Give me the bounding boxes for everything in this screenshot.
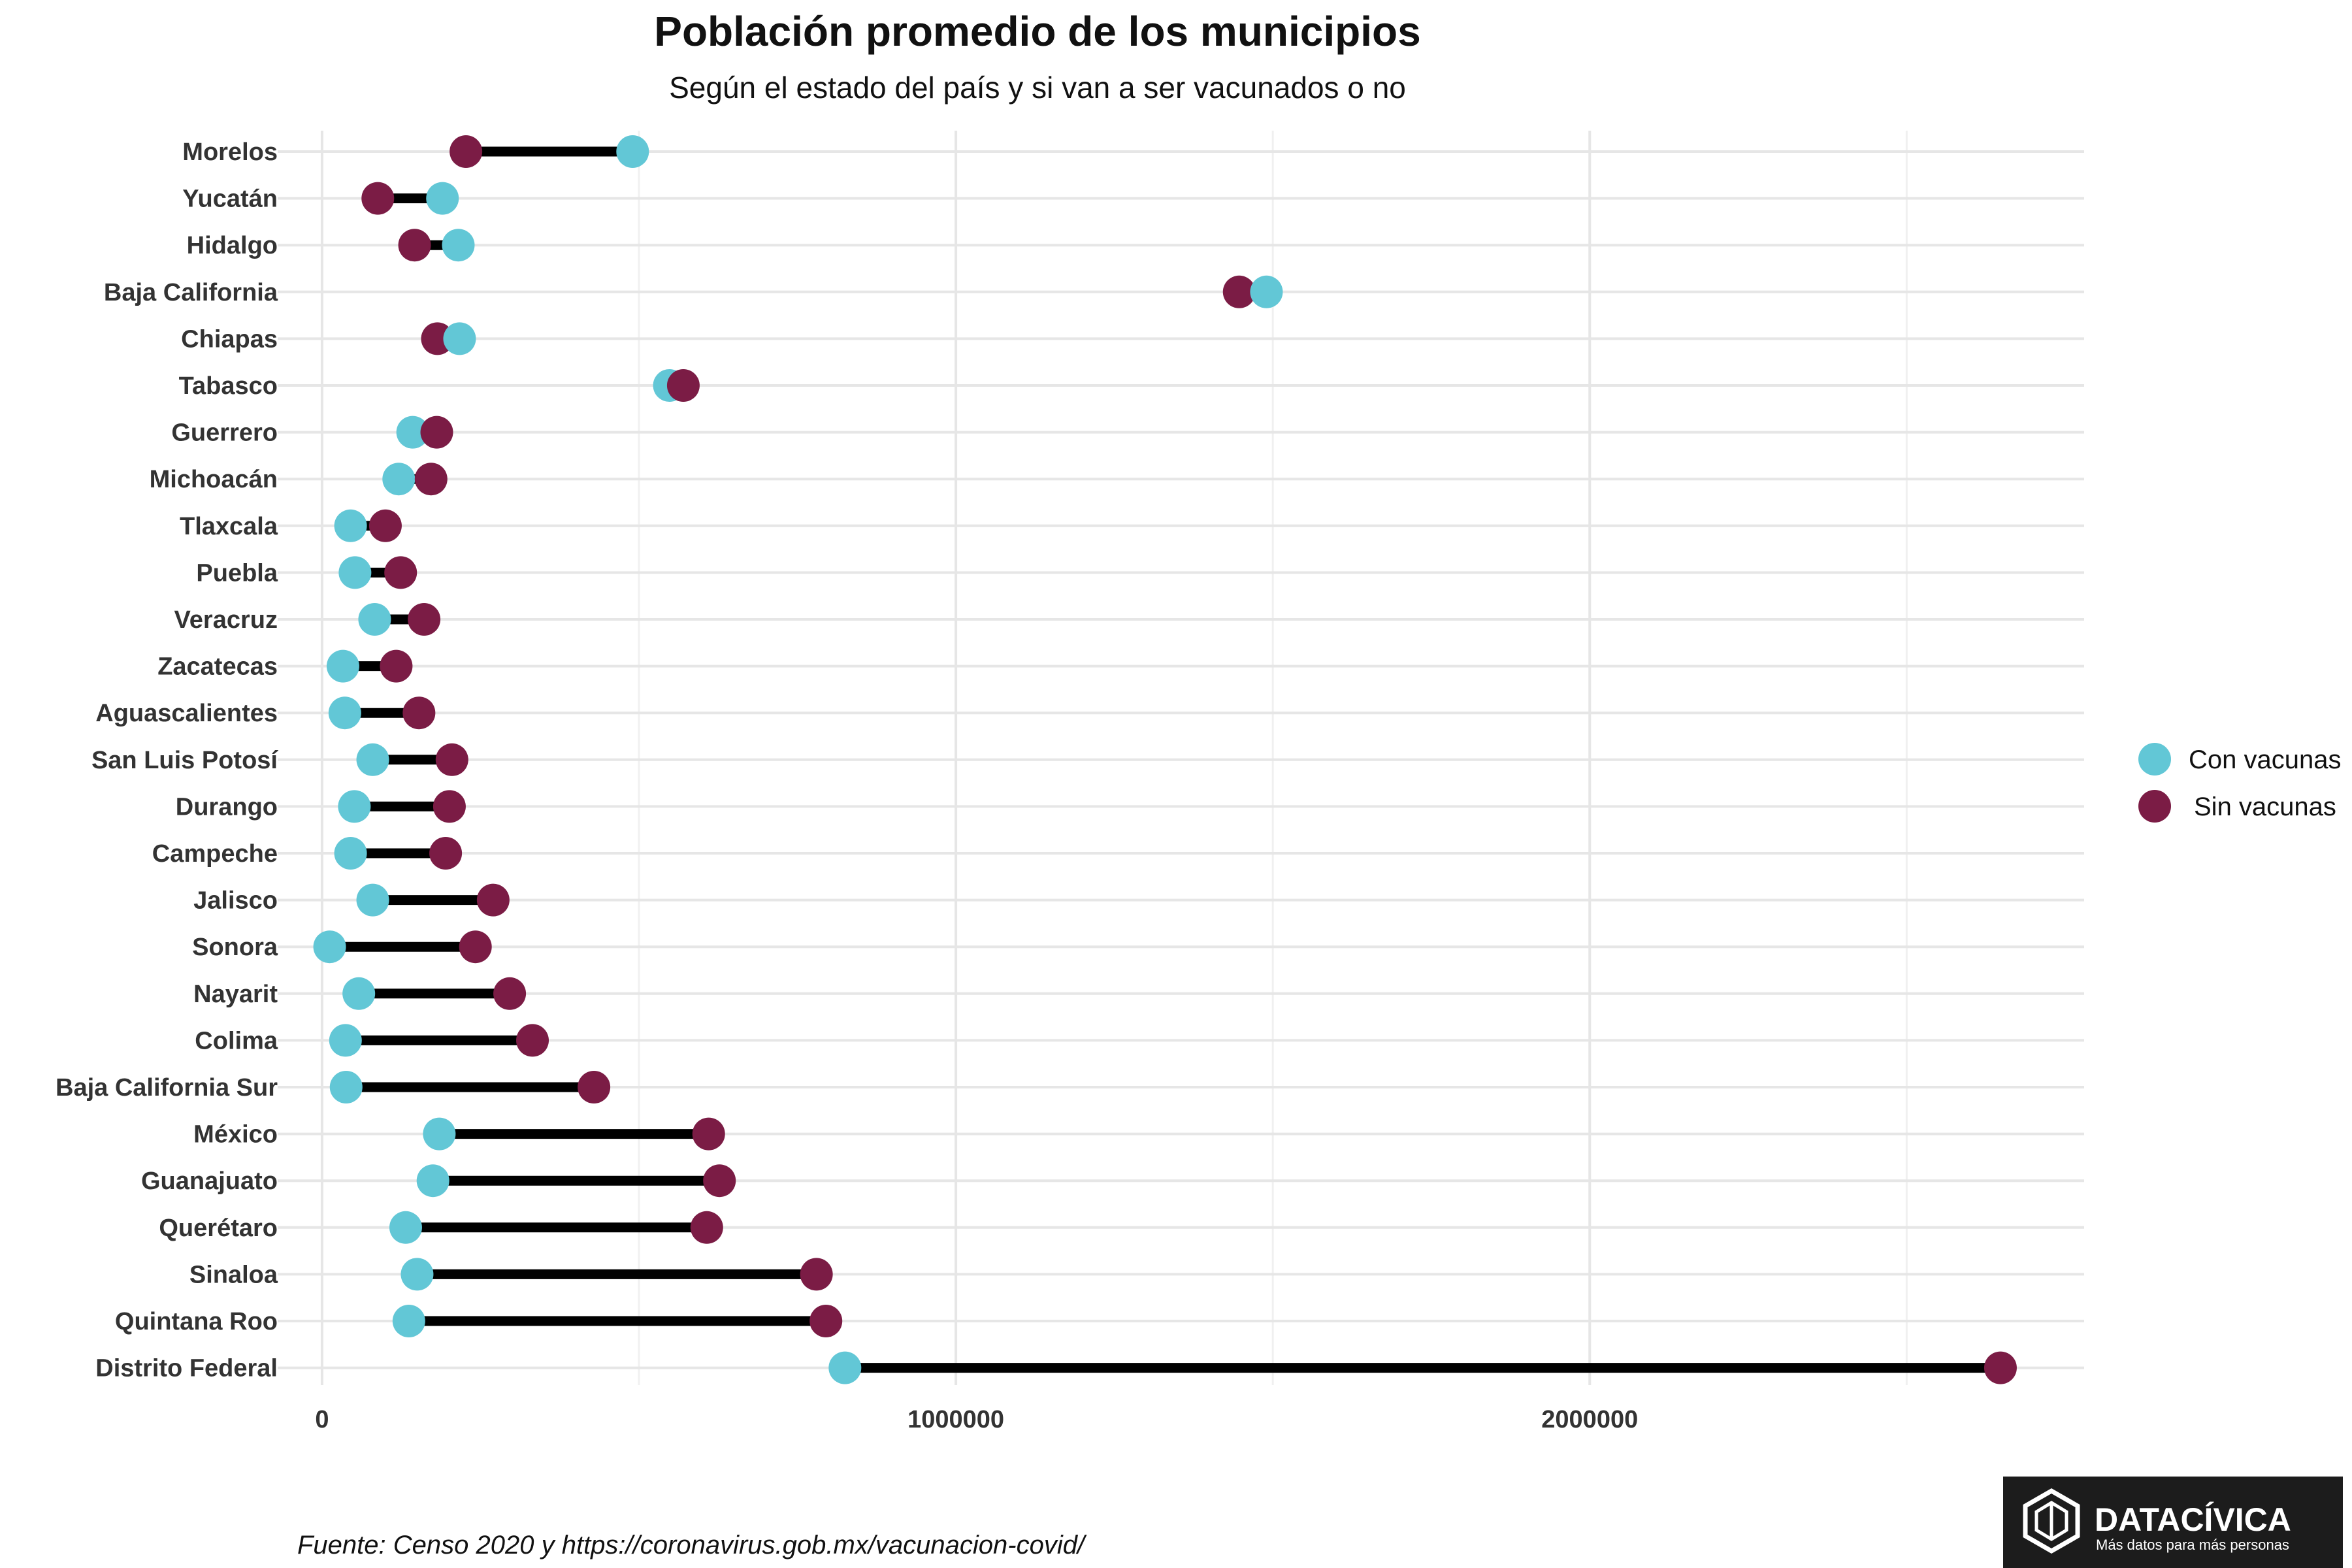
y-label-11: Zacatecas xyxy=(157,653,278,681)
point-con-26 xyxy=(828,1351,862,1384)
grid-lines xyxy=(278,131,2084,1385)
point-con-0 xyxy=(616,135,649,168)
point-sin-5 xyxy=(666,369,700,402)
y-label-22: Guanajuato xyxy=(141,1168,278,1195)
y-label-6: Guerrero xyxy=(171,419,278,447)
point-sin-21 xyxy=(692,1117,725,1151)
y-label-13: San Luis Potosí xyxy=(91,747,278,774)
point-con-8 xyxy=(334,509,367,542)
point-con-13 xyxy=(356,743,389,776)
chart-subtitle: Según el estado del país y si van a ser … xyxy=(669,71,1406,105)
point-sin-20 xyxy=(578,1071,611,1103)
datacivica-logo-name: DATACÍVICA xyxy=(2095,1501,2291,1538)
point-sin-19 xyxy=(516,1024,549,1057)
point-sin-25 xyxy=(809,1305,843,1337)
point-sin-26 xyxy=(1984,1351,2017,1384)
point-sin-14 xyxy=(433,790,466,823)
point-sin-1 xyxy=(361,182,395,215)
point-sin-8 xyxy=(368,509,402,542)
datacivica-logo: DATACÍVICA Más datos para más personas xyxy=(2003,1477,2343,1568)
point-sin-17 xyxy=(459,930,492,964)
y-label-12: Aguascalientes xyxy=(95,700,278,727)
legend: Con vacunas Sin vacunas xyxy=(2138,743,2341,823)
source-note: Fuente: Censo 2020 y https://coronavirus… xyxy=(297,1531,1087,1560)
y-label-26: Distrito Federal xyxy=(95,1355,278,1382)
y-label-5: Tabasco xyxy=(179,372,278,400)
point-con-22 xyxy=(416,1164,449,1198)
y-label-20: Baja California Sur xyxy=(56,1074,278,1102)
y-axis-labels: Morelos Yucatán Hidalgo Baja California Chia… xyxy=(56,139,278,1382)
point-con-12 xyxy=(328,696,361,730)
point-con-4 xyxy=(443,322,476,355)
point-sin-3 xyxy=(1222,275,1256,308)
y-label-25: Quintana Roo xyxy=(115,1308,278,1335)
point-sin-18 xyxy=(493,977,527,1010)
y-label-17: Sonora xyxy=(192,934,278,961)
point-con-16 xyxy=(356,883,389,917)
y-label-23: Querétaro xyxy=(159,1215,278,1242)
point-con-15 xyxy=(334,837,367,870)
point-con-20 xyxy=(329,1071,363,1103)
y-label-9: Puebla xyxy=(196,559,278,587)
x-axis-tick-labels: 0 1000000 2000000 xyxy=(315,1406,1638,1433)
point-sin-24 xyxy=(800,1258,833,1291)
point-con-2 xyxy=(442,229,475,262)
point-sin-7 xyxy=(414,463,448,496)
y-label-1: Yucatán xyxy=(182,186,278,213)
point-con-17 xyxy=(313,930,346,964)
y-label-24: Sinaloa xyxy=(189,1261,278,1288)
point-sin-11 xyxy=(380,649,413,683)
y-label-2: Hidalgo xyxy=(187,232,278,259)
point-sin-23 xyxy=(690,1211,723,1244)
point-sin-6 xyxy=(420,416,453,449)
y-label-19: Colima xyxy=(195,1027,278,1054)
point-con-25 xyxy=(392,1305,425,1337)
x-tick-label-0: 0 xyxy=(315,1406,329,1433)
dumbbell-points xyxy=(313,135,2017,1384)
point-sin-13 xyxy=(435,743,468,776)
point-con-18 xyxy=(342,977,376,1010)
legend-label-sin-vacunas: Sin vacunas xyxy=(2194,792,2336,821)
point-sin-2 xyxy=(398,229,431,262)
y-label-10: Veracruz xyxy=(174,606,278,634)
legend-marker-con-vacunas xyxy=(2138,743,2171,776)
point-con-11 xyxy=(326,649,359,683)
point-sin-10 xyxy=(408,603,441,636)
point-con-23 xyxy=(389,1211,422,1244)
x-tick-label-1: 1000000 xyxy=(907,1406,1004,1433)
point-con-3 xyxy=(1250,275,1283,308)
point-con-9 xyxy=(338,556,372,589)
point-sin-16 xyxy=(476,883,510,917)
y-label-0: Morelos xyxy=(182,139,278,166)
point-con-6 xyxy=(396,416,429,449)
point-con-21 xyxy=(423,1117,456,1151)
point-sin-15 xyxy=(429,837,463,870)
point-con-24 xyxy=(400,1258,434,1291)
legend-marker-sin-vacunas xyxy=(2138,790,2171,823)
legend-label-con-vacunas: Con vacunas xyxy=(2189,745,2341,774)
y-label-18: Nayarit xyxy=(193,981,278,1008)
y-label-3: Baja California xyxy=(104,279,278,306)
chart-title: Población promedio de los municipios xyxy=(654,8,1420,55)
y-label-15: Campeche xyxy=(152,840,278,868)
y-label-16: Jalisco xyxy=(193,887,278,915)
point-con-14 xyxy=(338,790,371,823)
point-con-10 xyxy=(358,603,391,636)
y-label-14: Durango xyxy=(176,793,278,821)
x-tick-label-2: 2000000 xyxy=(1541,1406,1638,1433)
y-label-4: Chiapas xyxy=(181,325,278,353)
y-label-8: Tlaxcala xyxy=(180,513,278,540)
datacivica-logo-icon xyxy=(2023,1488,2080,1554)
y-label-21: México xyxy=(193,1121,278,1149)
y-label-7: Michoacán xyxy=(150,466,278,493)
point-con-19 xyxy=(329,1024,362,1057)
point-con-7 xyxy=(382,463,416,496)
point-sin-12 xyxy=(402,696,436,730)
point-con-1 xyxy=(426,182,459,215)
point-sin-22 xyxy=(703,1164,736,1198)
datacivica-logo-tagline: Más datos para más personas xyxy=(2096,1537,2289,1553)
point-sin-9 xyxy=(384,556,417,589)
point-sin-0 xyxy=(449,135,483,168)
